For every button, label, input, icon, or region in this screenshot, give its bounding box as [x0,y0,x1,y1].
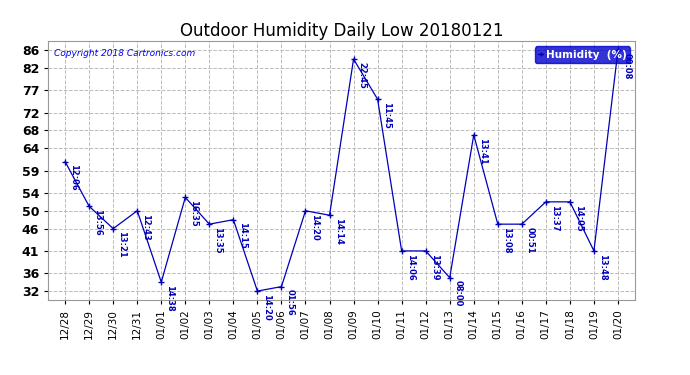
Humidity  (%) [253,289,262,293]
Text: 22:45: 22:45 [357,62,367,89]
Humidity  (%) [349,57,357,62]
Text: 14:06: 14:06 [406,254,415,280]
Title: Outdoor Humidity Daily Low 20180121: Outdoor Humidity Daily Low 20180121 [180,22,503,40]
Text: 13:21: 13:21 [117,231,126,258]
Humidity  (%) [302,209,310,213]
Humidity  (%) [590,249,598,253]
Text: 14:14: 14:14 [334,218,343,245]
Humidity  (%) [373,97,382,102]
Humidity  (%) [542,200,550,204]
Line: Humidity  (%): Humidity (%) [62,47,621,294]
Text: 16:35: 16:35 [190,200,199,227]
Humidity  (%) [205,222,213,226]
Text: 13:39: 13:39 [430,254,439,280]
Text: 14:20: 14:20 [262,294,270,321]
Text: Copyright 2018 Cartronics.com: Copyright 2018 Cartronics.com [55,49,195,58]
Text: 13:35: 13:35 [213,227,222,254]
Text: 13:41: 13:41 [478,138,487,165]
Humidity  (%) [277,284,286,289]
Text: 08:00: 08:00 [454,280,463,307]
Text: 00:51: 00:51 [526,227,535,254]
Text: 00:08: 00:08 [622,53,631,80]
Text: 11:45: 11:45 [382,102,391,129]
Legend: Humidity  (%): Humidity (%) [535,46,629,63]
Humidity  (%) [85,204,93,209]
Humidity  (%) [493,222,502,226]
Humidity  (%) [133,209,141,213]
Text: 13:08: 13:08 [502,227,511,254]
Humidity  (%) [109,226,117,231]
Humidity  (%) [181,195,190,200]
Humidity  (%) [470,133,478,137]
Humidity  (%) [566,200,574,204]
Text: 13:48: 13:48 [598,254,607,280]
Humidity  (%) [518,222,526,226]
Text: 01:56: 01:56 [286,290,295,316]
Text: 14:15: 14:15 [237,222,246,249]
Text: 13:56: 13:56 [93,209,102,236]
Text: 12:06: 12:06 [69,165,78,191]
Text: 13:37: 13:37 [550,205,559,231]
Text: 14:38: 14:38 [166,285,175,312]
Humidity  (%) [229,217,237,222]
Humidity  (%) [614,48,622,52]
Humidity  (%) [61,159,69,164]
Humidity  (%) [157,280,166,284]
Humidity  (%) [422,249,430,253]
Humidity  (%) [397,249,406,253]
Text: 14:05: 14:05 [574,205,583,231]
Text: 14:20: 14:20 [310,213,319,240]
Humidity  (%) [446,276,454,280]
Text: 12:43: 12:43 [141,213,150,240]
Humidity  (%) [326,213,334,217]
